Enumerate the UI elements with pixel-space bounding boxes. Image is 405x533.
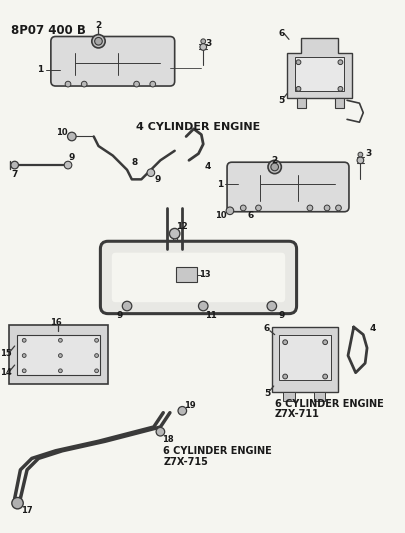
Circle shape xyxy=(58,369,62,373)
Text: 4: 4 xyxy=(370,325,376,333)
Text: 18: 18 xyxy=(162,435,174,444)
Text: 5: 5 xyxy=(264,389,270,398)
Text: 14: 14 xyxy=(0,368,12,377)
Text: 6: 6 xyxy=(248,211,254,220)
Text: 5: 5 xyxy=(278,96,284,105)
Text: 12: 12 xyxy=(177,222,188,231)
Circle shape xyxy=(296,86,301,91)
Text: Z7X-715: Z7X-715 xyxy=(163,456,208,466)
Circle shape xyxy=(241,205,246,211)
Text: 13: 13 xyxy=(199,270,211,279)
Text: 9: 9 xyxy=(68,153,75,162)
Circle shape xyxy=(22,338,26,342)
Circle shape xyxy=(267,301,277,311)
Circle shape xyxy=(11,161,19,169)
FancyBboxPatch shape xyxy=(283,392,295,401)
Circle shape xyxy=(22,369,26,373)
Circle shape xyxy=(169,229,180,239)
Text: 10: 10 xyxy=(56,128,68,137)
Text: 16: 16 xyxy=(50,318,62,327)
Circle shape xyxy=(150,81,156,87)
Circle shape xyxy=(201,39,206,44)
Text: 15: 15 xyxy=(0,349,12,358)
Circle shape xyxy=(283,374,288,379)
Circle shape xyxy=(134,81,139,87)
Polygon shape xyxy=(287,38,352,99)
Circle shape xyxy=(68,132,76,141)
Text: 4 CYLINDER ENGINE: 4 CYLINDER ENGINE xyxy=(136,122,260,132)
Text: 9: 9 xyxy=(154,175,161,184)
Text: 9: 9 xyxy=(278,311,285,320)
Circle shape xyxy=(58,353,62,358)
Circle shape xyxy=(283,340,288,345)
Text: 6 CYLINDER ENGINE: 6 CYLINDER ENGINE xyxy=(163,446,272,456)
FancyBboxPatch shape xyxy=(296,99,306,108)
Circle shape xyxy=(81,81,87,87)
FancyBboxPatch shape xyxy=(279,335,331,381)
Circle shape xyxy=(256,205,261,211)
FancyBboxPatch shape xyxy=(176,267,196,282)
Circle shape xyxy=(338,60,343,64)
Text: 3: 3 xyxy=(205,39,211,47)
Circle shape xyxy=(65,81,71,87)
Text: 11: 11 xyxy=(205,311,217,320)
Circle shape xyxy=(268,160,281,174)
Circle shape xyxy=(178,407,187,415)
Circle shape xyxy=(271,163,279,171)
Text: 4: 4 xyxy=(205,163,211,172)
FancyBboxPatch shape xyxy=(314,392,325,401)
Text: 17: 17 xyxy=(21,506,33,515)
FancyBboxPatch shape xyxy=(17,335,100,375)
Circle shape xyxy=(58,338,62,342)
Circle shape xyxy=(64,161,72,169)
Circle shape xyxy=(95,338,98,342)
FancyBboxPatch shape xyxy=(112,253,285,302)
Circle shape xyxy=(198,301,208,311)
FancyBboxPatch shape xyxy=(227,162,349,212)
Circle shape xyxy=(95,369,98,373)
Text: 2: 2 xyxy=(95,21,102,29)
Circle shape xyxy=(200,44,207,50)
Text: 6 CYLINDER ENGINE: 6 CYLINDER ENGINE xyxy=(275,399,384,409)
Text: 3: 3 xyxy=(365,149,371,158)
Circle shape xyxy=(296,60,301,64)
Circle shape xyxy=(323,374,328,379)
Circle shape xyxy=(226,207,234,215)
Text: Z7X-711: Z7X-711 xyxy=(275,409,320,419)
Text: 8P07 400 B: 8P07 400 B xyxy=(11,24,86,37)
Circle shape xyxy=(336,205,341,211)
FancyBboxPatch shape xyxy=(100,241,296,313)
Circle shape xyxy=(338,86,343,91)
Circle shape xyxy=(12,497,23,509)
Circle shape xyxy=(323,340,328,345)
FancyBboxPatch shape xyxy=(335,99,344,108)
FancyBboxPatch shape xyxy=(295,58,344,91)
FancyBboxPatch shape xyxy=(272,327,339,392)
Circle shape xyxy=(95,37,102,45)
Text: 9: 9 xyxy=(116,311,123,320)
Circle shape xyxy=(357,157,364,164)
Circle shape xyxy=(122,301,132,311)
Text: 6: 6 xyxy=(264,325,270,333)
Circle shape xyxy=(147,169,155,176)
Circle shape xyxy=(324,205,330,211)
Circle shape xyxy=(307,205,313,211)
Circle shape xyxy=(95,353,98,358)
FancyBboxPatch shape xyxy=(51,36,175,86)
Text: 1: 1 xyxy=(217,180,224,189)
Text: 7: 7 xyxy=(11,170,18,179)
Circle shape xyxy=(92,35,105,48)
FancyBboxPatch shape xyxy=(9,325,108,384)
Text: 10: 10 xyxy=(215,211,226,220)
Text: 8: 8 xyxy=(132,158,138,167)
Text: 2: 2 xyxy=(272,156,278,165)
Circle shape xyxy=(156,427,165,436)
Text: 1: 1 xyxy=(37,66,43,74)
Circle shape xyxy=(358,152,363,157)
Text: 19: 19 xyxy=(184,401,196,409)
Text: 6: 6 xyxy=(278,29,284,38)
Circle shape xyxy=(22,353,26,358)
